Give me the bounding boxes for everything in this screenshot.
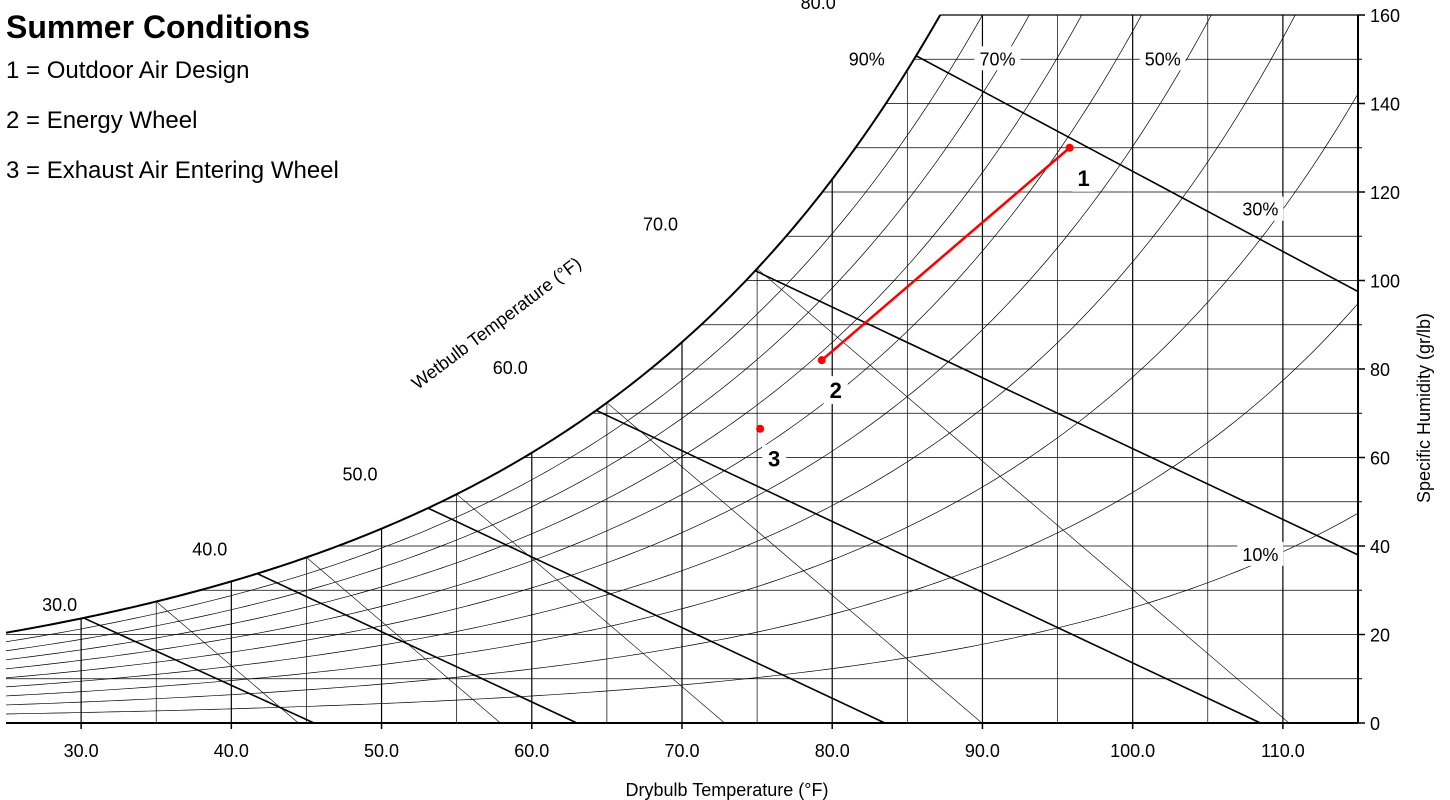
wetbulb-minor-line-65 (606, 402, 983, 723)
wetbulb-minor-line-45 (306, 557, 501, 723)
rh-label-backdrop (1237, 196, 1284, 221)
x-tick-label: 100.0 (1110, 741, 1155, 761)
rh-curve-50 (6, 15, 1358, 679)
legend-item-3: 3 = Exhaust Air Entering Wheel (6, 157, 339, 184)
state-point-label: 2 (830, 378, 842, 403)
rh-curve-10 (6, 512, 1358, 715)
saturation-curve (5, 14, 1358, 634)
wetbulb-tick-label: 40.0 (192, 539, 227, 559)
wetbulb-minor-line-35 (156, 601, 299, 723)
relative-humidity-curves (6, 15, 1358, 723)
wetbulb-tick-label: 30.0 (42, 595, 77, 615)
rh-curve-80 (6, 15, 1358, 652)
rh-label-backdrop (1139, 46, 1186, 71)
state-point-label-backdrop (762, 444, 787, 473)
wetbulb-lines (80, 15, 1358, 723)
state-points: 1 2 3 (756, 143, 1096, 473)
wetbulb-minor-line-75 (756, 268, 1290, 723)
state-point-1 (1065, 143, 1074, 152)
x-axis-label: Drybulb Temperature (°F) (626, 780, 829, 800)
legend-item-2: 2 = Energy Wheel (6, 107, 197, 134)
rh-label: 50% (1145, 49, 1181, 69)
rh-curve-30 (6, 93, 1358, 697)
legend-item-1: 1 = Outdoor Air Design (6, 57, 249, 84)
rh-label: 90% (849, 49, 885, 69)
rh-curve-70 (6, 15, 1358, 661)
state-point-label: 1 (1077, 166, 1089, 191)
wetbulb-line-60.0 (531, 379, 1261, 723)
x-tick-label: 60.0 (514, 741, 549, 761)
wetbulb-line-80.0 (839, 15, 1358, 293)
rh-label: 10% (1242, 545, 1278, 565)
x-tick-label: 80.0 (815, 741, 850, 761)
y-tick-label: 140 (1370, 95, 1400, 115)
rh-label-backdrop (974, 46, 1021, 71)
chart-labels: 30.0 40.0 50.0 60.0 70.0 80.0 90% 70% 50% 30% 10% (42, 0, 1284, 615)
rh-label: 70% (979, 49, 1015, 69)
wetbulb-tick-label: 70.0 (643, 214, 678, 234)
y-axis-label: Specific Humidity (gr/lb) (1414, 313, 1434, 503)
rh-curve-90 (6, 15, 1358, 643)
state-point-3 (756, 424, 765, 433)
y-tick-label: 20 (1370, 626, 1390, 646)
y-tick-label: 80 (1370, 360, 1390, 380)
x-tick-label: 90.0 (965, 741, 1000, 761)
y-tick-label: 120 (1370, 183, 1400, 203)
x-tick-label: 30.0 (64, 741, 99, 761)
x-tick-label: 50.0 (364, 741, 399, 761)
process-lines (820, 146, 1071, 362)
axes: 30.0 40.0 50.0 60.0 70.0 80.0 90.0 100.0 110.0 0 2… (6, 6, 1400, 761)
saturation-curve-line (5, 14, 942, 634)
state-point-2 (817, 356, 826, 365)
state-point-label-backdrop (1071, 163, 1096, 192)
wetbulb-line-50.0 (381, 485, 886, 723)
x-tick-label: 110.0 (1261, 741, 1305, 761)
y-tick-label: 100 (1370, 272, 1400, 292)
rh-label: 30% (1242, 200, 1278, 220)
state-point-label: 3 (768, 447, 780, 472)
wetbulb-line-70.0 (681, 235, 1358, 556)
y-tick-label: 60 (1370, 449, 1390, 469)
state-point-label-backdrop (823, 376, 848, 405)
y-tick-label: 0 (1370, 714, 1380, 734)
wetbulb-minor-line-55 (456, 493, 725, 723)
rh-curve-60 (6, 15, 1358, 670)
rh-curve-40 (6, 15, 1358, 688)
rh-label-backdrop (843, 46, 890, 71)
x-tick-label: 70.0 (664, 741, 699, 761)
wetbulb-tick-label: 80.0 (801, 0, 836, 13)
y-tick-label: 40 (1370, 537, 1390, 557)
grid-lines (6, 15, 1358, 723)
wetbulb-tick-label: 50.0 (343, 464, 378, 484)
rh-curve-20 (6, 303, 1358, 706)
wetbulb-tick-label: 60.0 (493, 358, 528, 378)
chart-title: Summer Conditions (6, 9, 310, 45)
wetbulb-line-30.0 (80, 616, 315, 723)
x-tick-label: 40.0 (214, 741, 249, 761)
wetbulb-line-40.0 (230, 560, 578, 723)
y-tick-label: 160 (1370, 6, 1400, 26)
process-line-2-to-1 (820, 146, 1071, 362)
rh-label-backdrop (1237, 541, 1284, 566)
